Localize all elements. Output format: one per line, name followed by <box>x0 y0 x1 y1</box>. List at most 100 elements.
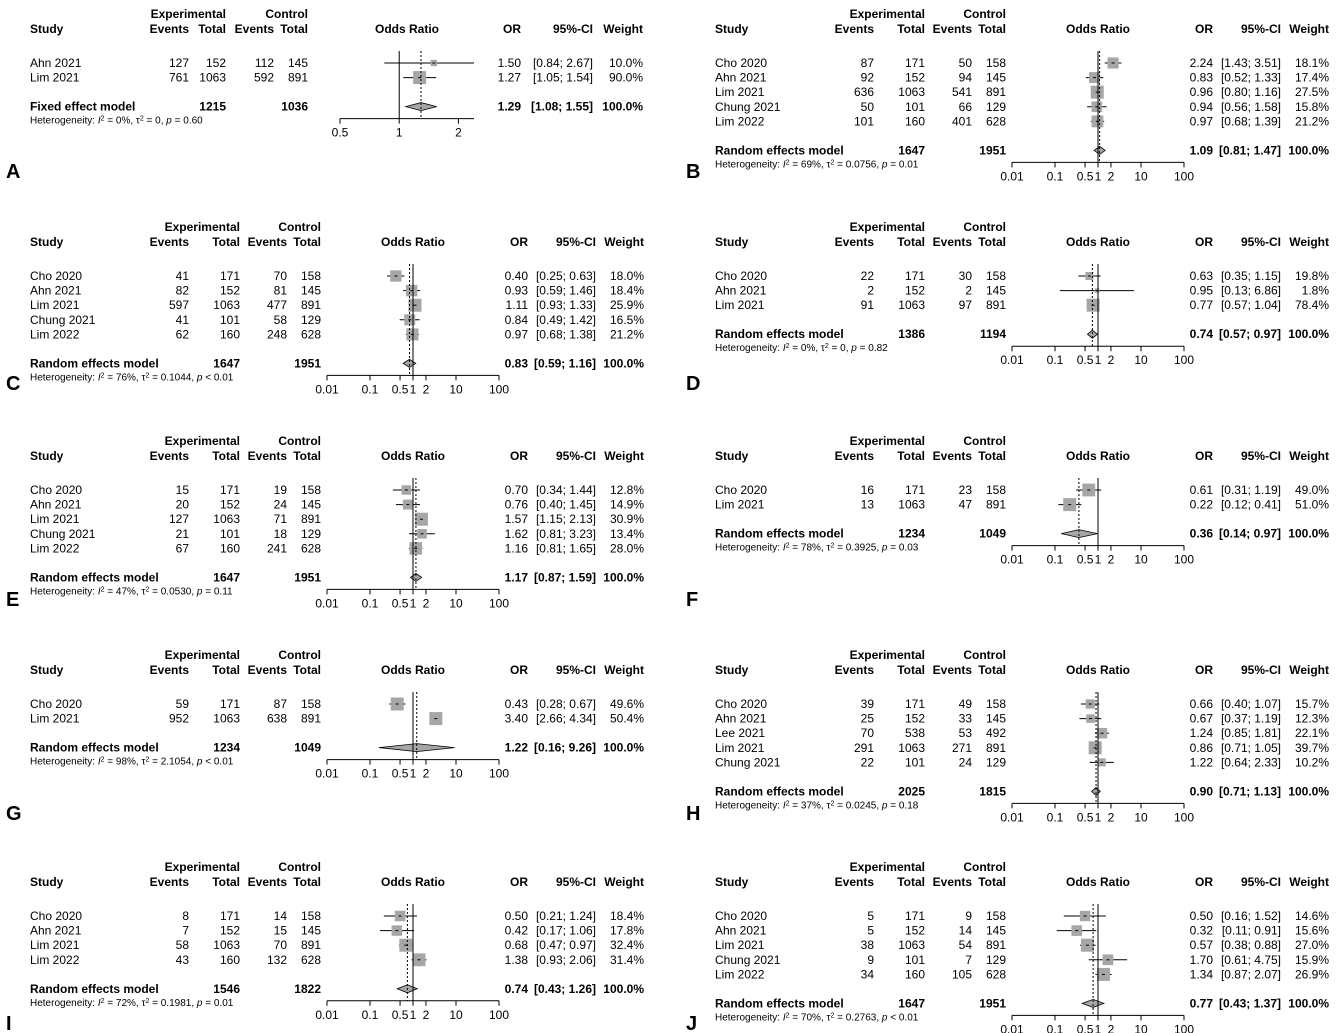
exp-events: 41 <box>176 269 190 283</box>
pooled-ctl-total: 1951 <box>979 143 1006 157</box>
pooled-weight: 100.0% <box>1288 143 1329 157</box>
exp-events: 761 <box>169 71 189 85</box>
exp-events: 597 <box>169 298 189 312</box>
ctl-events: 248 <box>267 327 287 341</box>
ctl-events: 94 <box>959 71 973 85</box>
header-or: OR <box>1195 22 1213 36</box>
header-experimental: Experimental <box>165 434 240 448</box>
ci-value: [0.56; 1.58] <box>1221 100 1281 114</box>
study-name: Ahn 2021 <box>30 284 82 298</box>
exp-events: 22 <box>861 755 875 769</box>
header-ctl-total: Total <box>978 235 1006 249</box>
pooled-ctl-total: 1036 <box>281 100 308 114</box>
ctl-events: 30 <box>959 269 973 283</box>
ci-value: [0.61; 4.75] <box>1221 953 1281 967</box>
study-row: Cho 2020 15 171 19 158 0.70 [0.34; 1.44] 12.8% <box>30 483 644 497</box>
forest-panel-f: Experimental Control Study Events Total Event… <box>686 434 1329 611</box>
header-odds-ratio: Odds Ratio <box>381 449 445 463</box>
ci-value: [0.68; 1.39] <box>1221 114 1281 128</box>
x-tick-label: 10 <box>1134 810 1148 824</box>
study-name: Lim 2021 <box>30 512 80 526</box>
exp-events: 101 <box>854 114 874 128</box>
heterogeneity: Heterogeneity: I2 = 69%, τ2 = 0.0756, p … <box>715 159 919 171</box>
header-weight: Weight <box>1289 449 1329 463</box>
weight-value: 12.8% <box>610 483 644 497</box>
ctl-events: 592 <box>254 71 274 85</box>
x-tick-label: 100 <box>1174 810 1194 824</box>
panel-letter: C <box>6 373 20 395</box>
x-tick-label: 0.5 <box>392 767 409 781</box>
pooled-row: Random effects model 1647 1951 1.09 [0.81; 1… <box>715 143 1329 157</box>
or-value: 0.68 <box>505 938 529 952</box>
weight-value: 17.8% <box>610 924 644 938</box>
exp-total: 171 <box>905 483 925 497</box>
x-tick-label: 0.1 <box>1047 553 1064 567</box>
header-ctl-total: Total <box>293 235 321 249</box>
study-name: Ahn 2021 <box>30 498 82 512</box>
ctl-total: 129 <box>986 100 1006 114</box>
header-exp-events: Events <box>150 449 190 463</box>
or-value: 0.32 <box>1190 924 1214 938</box>
header-exp-total: Total <box>897 449 925 463</box>
weight-value: 50.4% <box>610 712 644 726</box>
x-tick-label: 2 <box>1108 810 1115 824</box>
header-weight: Weight <box>1289 22 1329 36</box>
header-study: Study <box>715 235 749 249</box>
exp-events: 952 <box>169 712 189 726</box>
ctl-total: 628 <box>986 114 1006 128</box>
or-value: 0.70 <box>505 483 529 497</box>
ctl-total: 129 <box>301 313 321 327</box>
x-tick-label: 10 <box>1134 1022 1148 1033</box>
header-study: Study <box>30 449 64 463</box>
ctl-events: 71 <box>274 512 288 526</box>
exp-total: 1063 <box>898 741 925 755</box>
or-value: 0.84 <box>505 313 529 327</box>
ci-value: [0.28; 0.67] <box>536 697 596 711</box>
weight-value: 12.3% <box>1295 712 1329 726</box>
x-tick-label: 10 <box>449 1008 463 1022</box>
x-tick-label: 0.5 <box>392 596 409 610</box>
pooled-or: 1.22 <box>505 741 529 755</box>
pooled-exp-total: 1647 <box>213 570 240 584</box>
weight-value: 18.4% <box>610 909 644 923</box>
study-name: Lim 2021 <box>715 938 765 952</box>
or-value: 1.38 <box>505 953 529 967</box>
study-name: Lim 2021 <box>715 741 765 755</box>
ctl-events: 14 <box>274 909 288 923</box>
ctl-events: 19 <box>274 483 288 497</box>
pooled-model-name: Random effects model <box>30 741 159 755</box>
ctl-total: 628 <box>301 953 321 967</box>
exp-total: 171 <box>905 697 925 711</box>
panel-letter: I <box>6 1013 12 1033</box>
header-study: Study <box>715 449 749 463</box>
x-tick-label: 0.1 <box>362 1008 379 1022</box>
weight-value: 18.1% <box>1295 56 1329 70</box>
ctl-events: 53 <box>959 726 973 740</box>
pooled-ci: [0.57; 0.97] <box>1219 327 1281 341</box>
exp-total: 152 <box>206 56 226 70</box>
header-ci: 95%-CI <box>1241 235 1281 249</box>
or-value: 0.50 <box>1190 909 1214 923</box>
exp-events: 92 <box>861 71 875 85</box>
pooled-weight: 100.0% <box>603 356 644 370</box>
or-value: 1.50 <box>498 56 522 70</box>
header-study: Study <box>30 235 64 249</box>
header-or: OR <box>510 663 528 677</box>
x-tick-label: 100 <box>1174 353 1194 367</box>
study-name: Ahn 2021 <box>30 56 82 70</box>
study-name: Ahn 2021 <box>715 284 767 298</box>
weight-value: 10.0% <box>609 56 643 70</box>
pooled-ci: [0.87; 1.59] <box>534 570 596 584</box>
header-odds-ratio: Odds Ratio <box>381 235 445 249</box>
exp-events: 7 <box>182 924 189 938</box>
exp-total: 171 <box>220 697 240 711</box>
header-odds-ratio: Odds Ratio <box>1066 449 1130 463</box>
x-tick-label: 0.5 <box>332 126 349 140</box>
header-exp-total: Total <box>212 875 240 889</box>
or-value: 0.76 <box>505 498 529 512</box>
ctl-events: 47 <box>959 498 973 512</box>
study-row: Ahn 2021 25 152 33 145 0.67 [0.37; 1.19] 12.3% <box>715 712 1329 726</box>
header-odds-ratio: Odds Ratio <box>375 22 439 36</box>
x-axis: 0.01 0.1 0.5 1 2 10 100 <box>315 588 509 610</box>
ctl-total: 129 <box>986 953 1006 967</box>
